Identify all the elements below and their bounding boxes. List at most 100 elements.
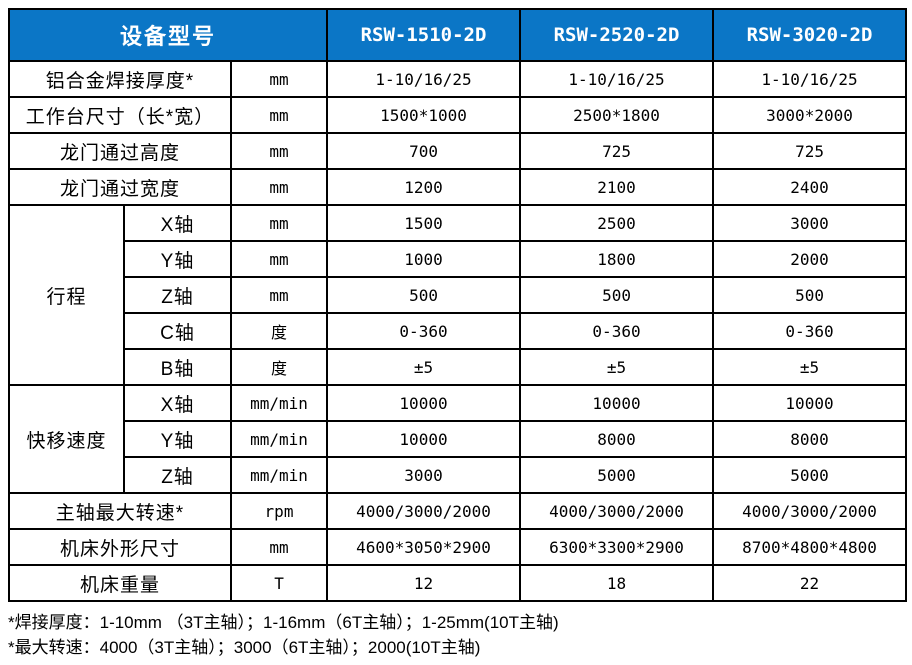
row-label: 机床重量: [8, 564, 232, 602]
spec-row: Z轴 mm/min 3000 5000 5000: [9, 456, 908, 494]
row-label: Y轴: [123, 240, 232, 278]
row-value-model-2: 6300*3300*2900: [519, 528, 715, 566]
table-header-row: 设备型号 RSW-1510-2D RSW-2520-2D RSW-3020-2D: [7, 8, 908, 62]
spec-row: 工作台尺寸（长*宽） mm 1500*1000 2500*1800 3000*2000: [8, 96, 908, 134]
row-value-model-2: 4000/3000/2000: [519, 492, 715, 530]
row-unit: 度: [229, 312, 329, 350]
row-value-model-3: 2000: [712, 240, 908, 278]
row-value-model-2: 725: [519, 132, 715, 170]
row-label: B轴: [123, 348, 232, 386]
row-unit: mm: [229, 240, 329, 278]
row-value-model-2: 18: [519, 564, 715, 602]
row-value-model-1: 3000: [326, 456, 522, 494]
row-value-model-3: 4000/3000/2000: [712, 492, 908, 530]
row-value-model-1: ±5: [326, 348, 522, 386]
row-value-model-2: 8000: [519, 420, 715, 458]
row-value-model-3: 3000: [712, 204, 908, 242]
footnotes: *焊接厚度：1-10mm （3T主轴）；1-16mm（6T主轴）；1-25mm(…: [8, 611, 904, 660]
row-value-model-1: 0-360: [326, 312, 522, 350]
row-unit: mm: [229, 168, 329, 206]
row-value-model-3: 725: [712, 132, 908, 170]
spec-row: 机床外形尺寸 mm 4600*3050*2900 6300*3300*2900 8700…: [8, 528, 908, 566]
machine-spec-table: 设备型号 RSW-1510-2D RSW-2520-2D RSW-3020-2D…: [7, 8, 908, 602]
row-value-model-3: 22: [712, 564, 908, 602]
row-value-model-1: 4600*3050*2900: [326, 528, 522, 566]
spec-row: C轴度 0-360 0-360 0-360: [9, 312, 908, 350]
row-unit: mm: [229, 204, 329, 242]
row-value-model-1: 1200: [326, 168, 522, 206]
spec-row: Y轴 mm 1000 1800 2000: [9, 240, 908, 278]
row-label: 工作台尺寸（长*宽）: [8, 96, 232, 134]
spec-row: 快移速度 X轴 mm/min 10000 10000 10000: [8, 384, 908, 494]
spec-row: 主轴最大转速* rpm 4000/3000/2000 4000/3000/2000 40…: [8, 492, 908, 530]
spec-row: 龙门通过宽度 mm 1200 2100 2400: [8, 168, 908, 206]
header-model-rsw-3020-2d: RSW-3020-2D: [712, 8, 908, 62]
row-label: Z轴: [123, 456, 232, 494]
row-value-model-1: 700: [326, 132, 522, 170]
row-value-model-2: 2100: [519, 168, 715, 206]
row-value-model-3: 0-360: [712, 312, 908, 350]
row-unit: mm: [229, 528, 329, 566]
row-value-model-3: 3000*2000: [712, 96, 908, 134]
spec-row: 机床重量 T 12 18 22: [8, 564, 908, 602]
row-group-label: 快移速度: [8, 384, 125, 494]
spec-row: Z轴 mm 500 500 500: [9, 276, 908, 314]
row-value-model-3: 2400: [712, 168, 908, 206]
row-value-model-3: 8000: [712, 420, 908, 458]
row-unit: mm/min: [229, 456, 329, 494]
row-label: 机床外形尺寸: [8, 528, 232, 566]
spec-row: B轴度 ±5 ±5 ±5: [9, 348, 908, 386]
row-value-model-1: 10000: [326, 420, 522, 458]
row-value-model-3: 5000: [712, 456, 908, 494]
row-label: X轴: [123, 384, 232, 422]
footnote-max-speed: *最大转速：4000（3T主轴）；3000（6T主轴）；2000(10T主轴): [8, 637, 481, 657]
row-unit: mm: [229, 60, 329, 98]
table-body: 铝合金焊接厚度* mm 1-10/16/25 1-10/16/25 1-10/16/25…: [8, 60, 908, 602]
header-model-rsw-2520-2d: RSW-2520-2D: [519, 8, 715, 62]
row-value-model-2: 1-10/16/25: [519, 60, 715, 98]
row-unit: mm: [229, 96, 329, 134]
row-label: 主轴最大转速*: [8, 492, 232, 530]
row-value-model-2: 10000: [519, 384, 715, 422]
row-value-model-1: 1000: [326, 240, 522, 278]
row-value-model-3: 10000: [712, 384, 908, 422]
row-value-model-1: 4000/3000/2000: [326, 492, 522, 530]
row-unit: rpm: [229, 492, 329, 530]
row-unit: 度: [229, 348, 329, 386]
row-unit: mm: [229, 276, 329, 314]
row-unit: mm/min: [229, 420, 329, 458]
spec-row: 行程 X轴 mm 1500 2500 3000: [8, 204, 908, 386]
row-value-model-3: 8700*4800*4800: [712, 528, 908, 566]
row-value-model-2: 5000: [519, 456, 715, 494]
row-value-model-1: 12: [326, 564, 522, 602]
row-unit: mm: [229, 132, 329, 170]
row-value-model-1: 1500*1000: [326, 96, 522, 134]
row-label: Z轴: [123, 276, 232, 314]
row-value-model-1: 1-10/16/25: [326, 60, 522, 98]
row-value-model-1: 1500: [326, 204, 522, 242]
row-value-model-1: 10000: [326, 384, 522, 422]
row-unit: mm/min: [229, 384, 329, 422]
row-label: 龙门通过高度: [8, 132, 232, 170]
row-value-model-2: 2500: [519, 204, 715, 242]
row-value-model-2: 1800: [519, 240, 715, 278]
header-model-rsw-1510-2d: RSW-1510-2D: [326, 8, 522, 62]
header-device-model-label: 设备型号: [7, 8, 329, 62]
spec-row: Y轴 mm/min 10000 8000 8000: [9, 420, 908, 458]
row-value-model-2: 2500*1800: [519, 96, 715, 134]
row-value-model-3: 1-10/16/25: [712, 60, 908, 98]
row-group-label: 行程: [8, 204, 125, 386]
row-label: X轴: [123, 204, 232, 242]
row-label: Y轴: [123, 420, 232, 458]
row-label: C轴: [123, 312, 232, 350]
row-value-model-3: 500: [712, 276, 908, 314]
spec-row: 铝合金焊接厚度* mm 1-10/16/25 1-10/16/25 1-10/16/25: [8, 60, 908, 98]
row-label: 铝合金焊接厚度*: [8, 60, 232, 98]
row-value-model-2: 500: [519, 276, 715, 314]
row-value-model-2: ±5: [519, 348, 715, 386]
row-unit: T: [229, 564, 329, 602]
row-value-model-2: 0-360: [519, 312, 715, 350]
row-value-model-3: ±5: [712, 348, 908, 386]
spec-row: 龙门通过高度 mm 700 725 725: [8, 132, 908, 170]
